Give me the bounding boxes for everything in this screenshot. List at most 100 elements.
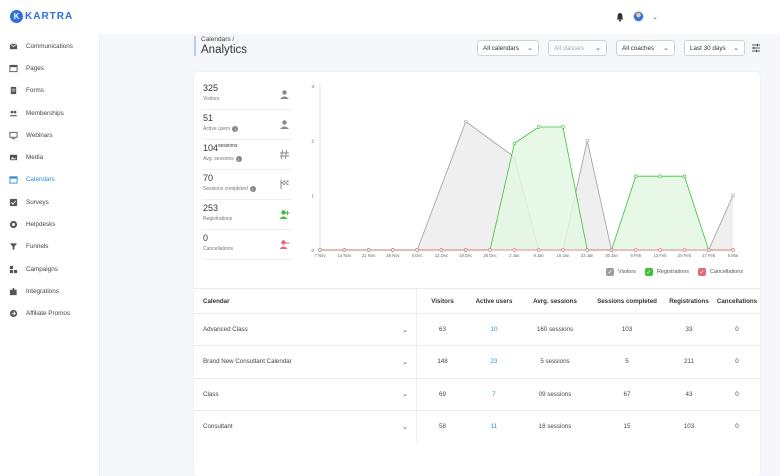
chevron-down-icon[interactable]: ⌄ bbox=[402, 423, 408, 431]
cancellations-point[interactable] bbox=[318, 248, 322, 252]
avg-sessions-cell: 5 sessions bbox=[540, 358, 570, 366]
cancellations-point[interactable] bbox=[488, 248, 492, 252]
col-registrations: Registrations bbox=[669, 297, 709, 305]
x-tick-label: 9 Jan bbox=[534, 253, 545, 258]
sidebar-item-media[interactable]: Media bbox=[0, 146, 99, 168]
legend-item-visitors[interactable]: ✓ Visitors bbox=[606, 268, 636, 276]
x-tick-label: 20 Feb bbox=[678, 253, 692, 258]
coaches-filter[interactable]: All coaches ⌄ bbox=[616, 40, 675, 56]
cancellations-point[interactable] bbox=[707, 248, 711, 252]
bell-icon[interactable] bbox=[615, 12, 625, 22]
registrations-point[interactable] bbox=[682, 174, 687, 178]
visitors-point[interactable] bbox=[464, 119, 468, 124]
stat-registrations: 253 Registrations bbox=[202, 200, 292, 230]
chevron-down-icon[interactable]: ⌄ bbox=[402, 326, 408, 334]
chevron-down-icon[interactable]: ⌄ bbox=[402, 391, 408, 399]
stat-value: 51 bbox=[203, 113, 214, 123]
legend-item-cancellations[interactable]: ✓ Cancellations bbox=[698, 268, 743, 276]
hash-icon bbox=[280, 149, 289, 160]
checkbox-icon[interactable]: ✓ bbox=[698, 268, 707, 276]
cancellations-point[interactable] bbox=[366, 248, 371, 252]
cancellations-point[interactable] bbox=[342, 248, 346, 252]
x-tick-label: 7 Nov bbox=[315, 253, 327, 258]
calendars-filter[interactable]: All calendars ⌄ bbox=[477, 40, 539, 56]
sidebar-item-funnels[interactable]: Funnels bbox=[0, 236, 99, 258]
classes-filter[interactable]: All classes ⌄ bbox=[548, 40, 607, 56]
info-icon[interactable]: i bbox=[249, 186, 256, 192]
cancellations-point[interactable] bbox=[585, 248, 589, 252]
visitors-point[interactable] bbox=[731, 193, 735, 198]
date-range-value: Last 30 days bbox=[690, 44, 726, 52]
legend-item-registrations[interactable]: ✓ Registrations bbox=[644, 268, 689, 276]
sidebar-item-calendars[interactable]: Calendars bbox=[0, 169, 99, 191]
registrations-point[interactable] bbox=[634, 174, 638, 178]
checkbox-icon bbox=[9, 198, 18, 206]
sidebar-item-helpdesks[interactable]: Helpdesks bbox=[0, 213, 99, 235]
sidebar-item-affiliate-promos[interactable]: Affiliate Promos bbox=[0, 303, 99, 325]
sliders-icon[interactable] bbox=[751, 43, 761, 53]
sidebar-item-label: Forms bbox=[26, 87, 44, 95]
calendar-name: Class bbox=[203, 390, 219, 398]
cancellations-point[interactable] bbox=[682, 248, 687, 252]
calendar-name: Advanced Class bbox=[203, 326, 248, 334]
sessions-completed-cell: 103 bbox=[621, 326, 633, 334]
chevron-down-icon[interactable]: ⌄ bbox=[652, 13, 658, 21]
kartra-logo[interactable]: K KARTRA bbox=[10, 10, 73, 23]
cancellations-point[interactable] bbox=[464, 248, 468, 252]
registrations-point[interactable] bbox=[561, 125, 565, 129]
coaches-filter-value: All coaches bbox=[622, 44, 655, 52]
person-remove-icon bbox=[279, 240, 290, 249]
sidebar-item-label: Webinars bbox=[26, 131, 53, 139]
cancellations-point[interactable] bbox=[439, 248, 444, 252]
sidebar-item-forms[interactable]: Forms bbox=[0, 80, 99, 102]
cancellations-point[interactable] bbox=[634, 248, 638, 252]
sidebar-item-integrations[interactable]: Integrations bbox=[0, 280, 99, 302]
chevron-down-icon: ⌄ bbox=[595, 45, 601, 52]
sidebar-item-pages[interactable]: Pages bbox=[0, 57, 99, 79]
avatar[interactable] bbox=[633, 11, 645, 22]
avg-sessions-cell: 18 sessions bbox=[538, 423, 572, 431]
date-range-filter[interactable]: Last 30 days ⌄ bbox=[684, 40, 745, 56]
sidebar-item-communications[interactable]: Communications bbox=[0, 35, 99, 57]
cancellations-point[interactable] bbox=[512, 248, 517, 252]
sidebar-item-memberships[interactable]: Memberships bbox=[0, 102, 99, 124]
registrations-point[interactable] bbox=[512, 141, 517, 146]
stat-label: Active users i bbox=[203, 126, 239, 132]
sidebar-item-campaigns[interactable]: Campaigns bbox=[0, 258, 99, 280]
table-row[interactable]: Consultant ⌄ 58 11 18 sessions 15 103 0 bbox=[194, 409, 760, 443]
sidebar-item-surveys[interactable]: Surveys bbox=[0, 191, 99, 213]
sidebar-item-webinars[interactable]: Webinars bbox=[0, 124, 99, 146]
cancellations-point[interactable] bbox=[658, 248, 662, 252]
stat-value: 104sessions bbox=[203, 143, 238, 153]
checkbox-icon[interactable]: ✓ bbox=[606, 268, 614, 276]
registrations-point[interactable] bbox=[536, 125, 541, 129]
sidebar-item-label: Calendars bbox=[26, 176, 55, 184]
table-row[interactable]: Advanced Class ⌄ 63 10 160 sessions 103 33 0 bbox=[194, 313, 760, 346]
breadcrumb[interactable]: Calendars / bbox=[201, 36, 235, 43]
visitors-point[interactable] bbox=[585, 138, 589, 143]
x-tick-label: 21 Nov bbox=[362, 253, 376, 258]
table-row[interactable]: Class ⌄ 69 7 09 sessions 67 43 0 bbox=[194, 377, 760, 410]
cancellations-point[interactable] bbox=[391, 248, 395, 252]
cancellations-point[interactable] bbox=[415, 248, 419, 252]
table-row[interactable]: Brand New Consultant Calendar ⌄ 148 23 5 ses… bbox=[194, 345, 760, 378]
calendars-table: Calendar Visitors Active users Avrg. ses… bbox=[194, 288, 760, 443]
info-icon[interactable]: i bbox=[235, 156, 242, 162]
active-users-link[interactable]: 23 bbox=[490, 358, 498, 366]
cancellations-point[interactable] bbox=[731, 248, 735, 252]
x-tick-label: 14 Nov bbox=[338, 253, 352, 258]
info-icon[interactable]: i bbox=[232, 126, 239, 132]
cancellations-point[interactable] bbox=[561, 248, 565, 252]
active-users-link[interactable]: 11 bbox=[490, 423, 498, 431]
active-users-link[interactable]: 7 bbox=[492, 390, 496, 398]
cancellations-point[interactable] bbox=[536, 248, 541, 252]
checkbox-icon[interactable]: ✓ bbox=[644, 268, 653, 276]
cancellations-cell: 0 bbox=[735, 423, 739, 431]
x-tick-label: 19 Dec bbox=[459, 253, 472, 258]
registrations-point[interactable] bbox=[658, 174, 662, 178]
active-users-link[interactable]: 10 bbox=[490, 326, 498, 334]
chevron-down-icon: ⌄ bbox=[663, 45, 669, 52]
cancellations-point[interactable] bbox=[609, 248, 614, 252]
chevron-down-icon[interactable]: ⌄ bbox=[402, 358, 408, 366]
sessions-completed-cell: 5 bbox=[625, 358, 629, 366]
